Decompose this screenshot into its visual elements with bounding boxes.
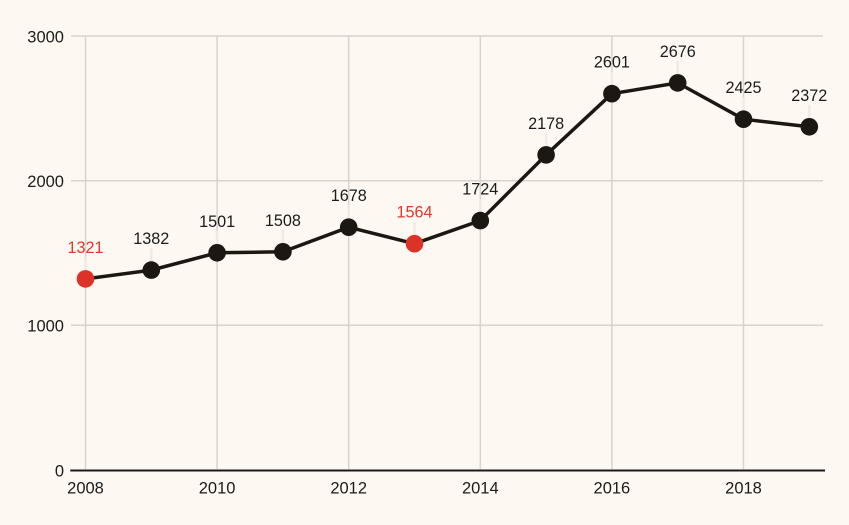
svg-text:1382: 1382 xyxy=(133,230,169,248)
svg-text:1321: 1321 xyxy=(67,239,103,257)
svg-text:2008: 2008 xyxy=(67,480,104,498)
svg-text:3000: 3000 xyxy=(27,28,64,46)
svg-text:2014: 2014 xyxy=(462,480,499,498)
svg-text:2601: 2601 xyxy=(594,54,630,72)
svg-text:1564: 1564 xyxy=(396,204,432,222)
svg-text:2000: 2000 xyxy=(27,173,64,191)
svg-text:2178: 2178 xyxy=(528,115,564,133)
svg-text:2018: 2018 xyxy=(725,480,762,498)
svg-text:2016: 2016 xyxy=(594,480,631,498)
svg-text:2012: 2012 xyxy=(330,480,367,498)
svg-text:2425: 2425 xyxy=(725,79,761,97)
svg-text:1724: 1724 xyxy=(462,181,498,199)
svg-text:2372: 2372 xyxy=(791,87,827,105)
svg-text:0: 0 xyxy=(55,463,64,481)
svg-text:2010: 2010 xyxy=(199,480,236,498)
svg-text:1000: 1000 xyxy=(27,318,64,336)
svg-text:1508: 1508 xyxy=(265,212,301,230)
svg-text:2676: 2676 xyxy=(660,43,696,61)
svg-text:1678: 1678 xyxy=(331,187,367,205)
svg-text:1501: 1501 xyxy=(199,213,235,231)
